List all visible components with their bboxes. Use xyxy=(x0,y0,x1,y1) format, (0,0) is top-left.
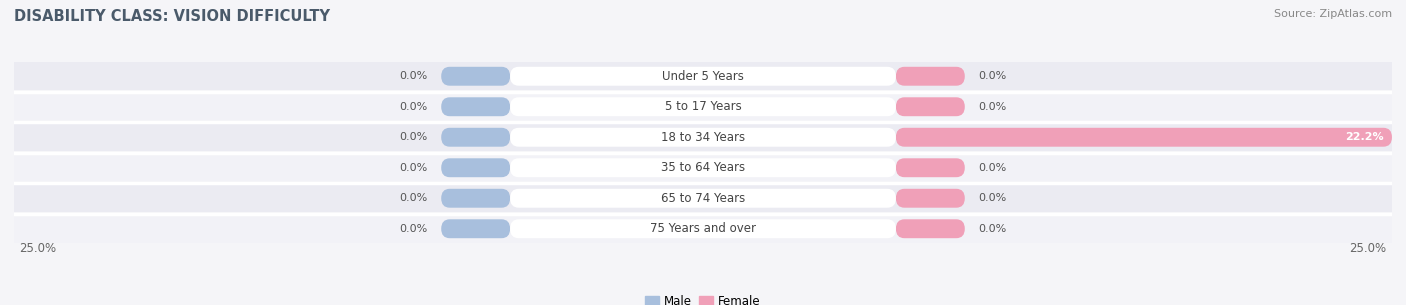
FancyBboxPatch shape xyxy=(510,128,896,147)
FancyBboxPatch shape xyxy=(510,189,896,208)
FancyBboxPatch shape xyxy=(510,158,896,177)
FancyBboxPatch shape xyxy=(441,189,510,208)
Text: 18 to 34 Years: 18 to 34 Years xyxy=(661,131,745,144)
FancyBboxPatch shape xyxy=(14,123,1392,151)
Text: 0.0%: 0.0% xyxy=(979,224,1007,234)
Text: 65 to 74 Years: 65 to 74 Years xyxy=(661,192,745,205)
Text: 0.0%: 0.0% xyxy=(399,224,427,234)
Text: 0.0%: 0.0% xyxy=(399,163,427,173)
FancyBboxPatch shape xyxy=(510,67,896,86)
Legend: Male, Female: Male, Female xyxy=(641,290,765,305)
FancyBboxPatch shape xyxy=(896,158,965,177)
FancyBboxPatch shape xyxy=(14,184,1392,212)
Text: 22.2%: 22.2% xyxy=(1346,132,1384,142)
Text: 0.0%: 0.0% xyxy=(399,193,427,203)
Text: 0.0%: 0.0% xyxy=(979,163,1007,173)
Text: 0.0%: 0.0% xyxy=(979,102,1007,112)
Text: 0.0%: 0.0% xyxy=(399,102,427,112)
Text: Under 5 Years: Under 5 Years xyxy=(662,70,744,83)
FancyBboxPatch shape xyxy=(441,219,510,238)
FancyBboxPatch shape xyxy=(441,97,510,116)
Text: 25.0%: 25.0% xyxy=(20,242,56,255)
FancyBboxPatch shape xyxy=(14,93,1392,121)
Text: 35 to 64 Years: 35 to 64 Years xyxy=(661,161,745,174)
Text: Source: ZipAtlas.com: Source: ZipAtlas.com xyxy=(1274,9,1392,19)
Text: 0.0%: 0.0% xyxy=(979,71,1007,81)
FancyBboxPatch shape xyxy=(896,189,965,208)
FancyBboxPatch shape xyxy=(441,128,510,147)
FancyBboxPatch shape xyxy=(441,67,510,86)
FancyBboxPatch shape xyxy=(441,158,510,177)
Text: DISABILITY CLASS: VISION DIFFICULTY: DISABILITY CLASS: VISION DIFFICULTY xyxy=(14,9,330,24)
FancyBboxPatch shape xyxy=(14,62,1392,90)
Text: 0.0%: 0.0% xyxy=(399,71,427,81)
FancyBboxPatch shape xyxy=(896,67,965,86)
Text: 25.0%: 25.0% xyxy=(1350,242,1386,255)
FancyBboxPatch shape xyxy=(14,215,1392,243)
FancyBboxPatch shape xyxy=(510,97,896,116)
Text: 5 to 17 Years: 5 to 17 Years xyxy=(665,100,741,113)
Text: 0.0%: 0.0% xyxy=(979,193,1007,203)
FancyBboxPatch shape xyxy=(510,219,896,238)
FancyBboxPatch shape xyxy=(896,97,965,116)
Text: 75 Years and over: 75 Years and over xyxy=(650,222,756,235)
Text: 0.0%: 0.0% xyxy=(399,132,427,142)
FancyBboxPatch shape xyxy=(896,128,1392,147)
FancyBboxPatch shape xyxy=(896,219,965,238)
FancyBboxPatch shape xyxy=(14,154,1392,182)
